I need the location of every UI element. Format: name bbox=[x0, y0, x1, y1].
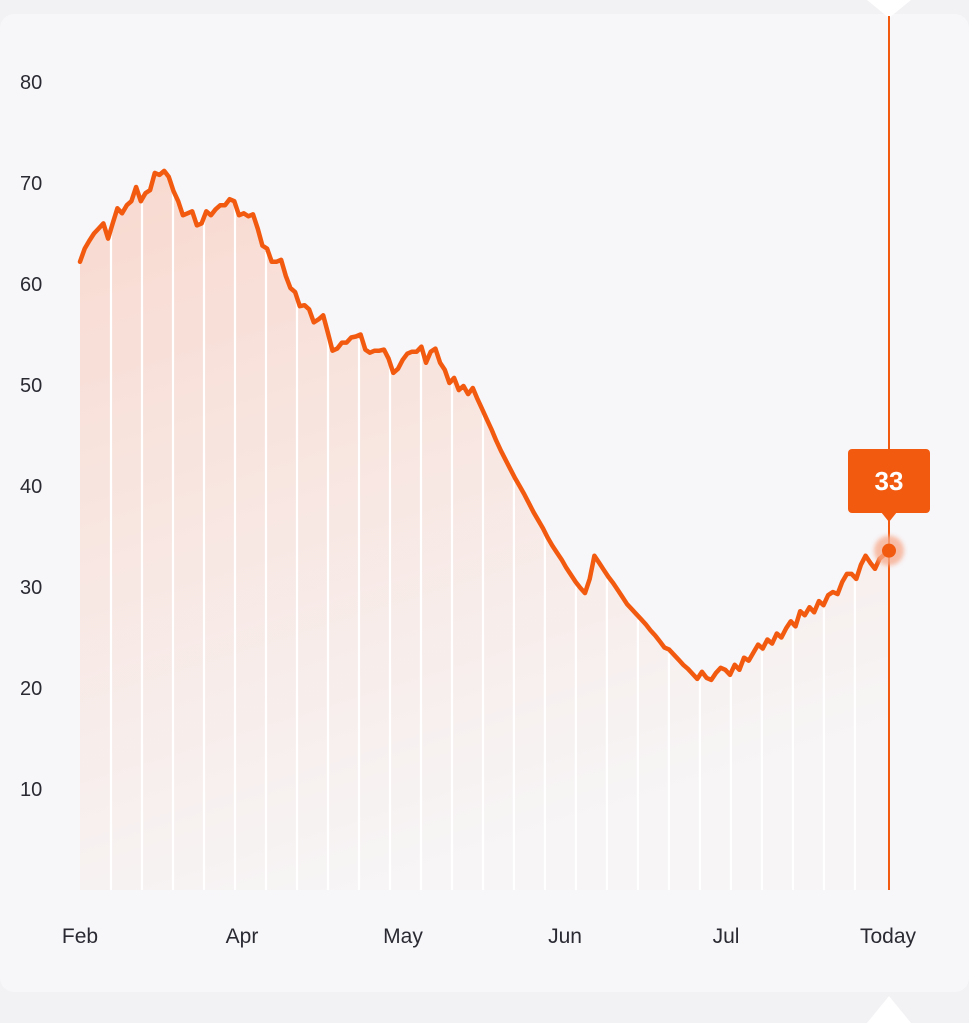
today-point[interactable] bbox=[882, 543, 896, 558]
y-tick-label: 20 bbox=[20, 678, 42, 700]
y-tick-label: 50 bbox=[20, 375, 42, 397]
y-tick-label: 80 bbox=[20, 72, 42, 94]
y-tick-label: 10 bbox=[20, 779, 42, 801]
grid-stripes bbox=[109, 193, 857, 890]
x-tick-label: Feb bbox=[62, 925, 98, 948]
area-layer bbox=[80, 170, 889, 890]
bottom-notch bbox=[867, 996, 911, 1023]
value-tooltip: 33 bbox=[848, 449, 930, 522]
tooltip-arrow bbox=[881, 512, 897, 522]
x-tick-label: Jun bbox=[548, 925, 582, 948]
tooltip-box bbox=[848, 449, 930, 513]
series-line bbox=[77, 168, 892, 683]
area-fill bbox=[80, 170, 889, 890]
x-tick-label: May bbox=[383, 925, 423, 948]
y-axis: 10 20 30 40 50 60 70 80 bbox=[20, 72, 42, 801]
y-tick-label: 70 bbox=[20, 173, 42, 195]
y-tick-label: 40 bbox=[20, 476, 42, 498]
x-tick-label: Jul bbox=[713, 925, 740, 948]
top-notch bbox=[867, 0, 911, 18]
y-tick-label: 30 bbox=[20, 577, 42, 599]
x-tick-label: Today bbox=[860, 925, 917, 948]
tooltip-value: 33 bbox=[875, 466, 904, 496]
x-axis: Feb Apr May Jun Jul Today bbox=[62, 925, 917, 948]
y-tick-label: 60 bbox=[20, 274, 42, 296]
x-tick-label: Apr bbox=[226, 925, 259, 948]
line-layer bbox=[77, 168, 892, 683]
